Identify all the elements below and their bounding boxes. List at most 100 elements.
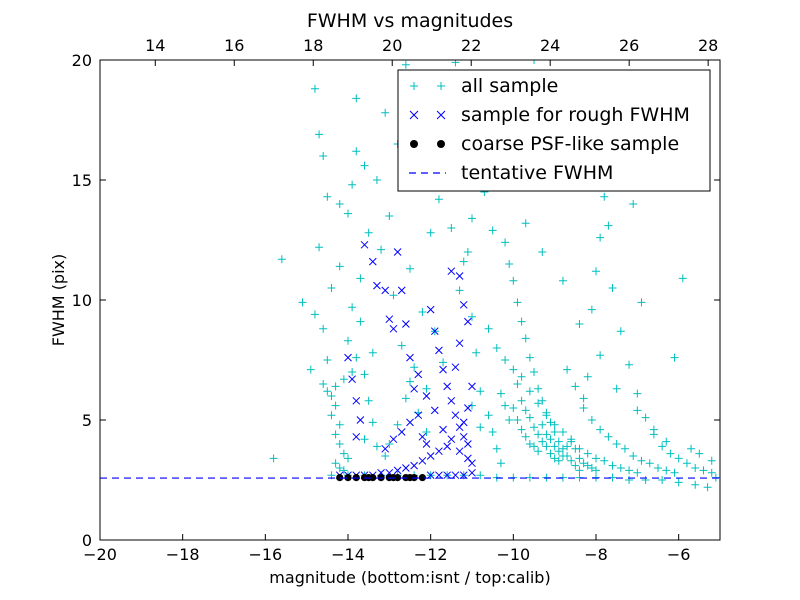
- rough-fwhm-point: [381, 444, 390, 453]
- x-tick-label: −6: [667, 545, 691, 564]
- rough-fwhm-point: [368, 257, 377, 266]
- top-x-tick-label: 20: [382, 36, 402, 55]
- legend-marker-dot: [437, 140, 445, 148]
- all-sample-point: [558, 444, 567, 453]
- all-sample-point: [439, 358, 448, 367]
- all-sample-point: [406, 264, 414, 273]
- x-tick-label: −12: [414, 545, 448, 564]
- all-sample-point: [691, 480, 700, 489]
- rough-fwhm-point: [422, 440, 431, 448]
- all-sample-point: [310, 310, 319, 319]
- all-sample-point: [625, 476, 634, 484]
- rough-fwhm-point: [455, 339, 464, 348]
- y-tick-label: 5: [82, 411, 92, 430]
- y-axis-label: FWHM (pix): [49, 254, 68, 347]
- rough-fwhm-point: [455, 272, 464, 280]
- all-sample-point: [488, 226, 497, 235]
- all-sample-point: [641, 413, 650, 422]
- all-sample-point: [633, 389, 642, 398]
- top-x-tick-label: 18: [303, 36, 323, 55]
- all-sample-point: [554, 437, 563, 446]
- all-sample-point: [534, 447, 543, 456]
- all-sample-point: [682, 459, 691, 468]
- all-sample-point: [517, 425, 526, 434]
- all-sample-point: [699, 466, 708, 475]
- all-sample-point: [596, 351, 605, 360]
- all-sample-point: [385, 212, 394, 220]
- rough-fwhm-point: [397, 428, 406, 436]
- all-sample-point: [385, 440, 394, 448]
- rough-fwhm-point: [426, 452, 435, 460]
- all-sample-point: [434, 195, 443, 204]
- all-sample-point: [418, 308, 427, 316]
- all-sample-point: [579, 394, 588, 403]
- legend-marker-plus: [410, 82, 418, 90]
- all-sample-point: [393, 420, 402, 429]
- psf-like-point: [344, 474, 352, 482]
- rough-fwhm-point: [464, 317, 472, 326]
- all-sample-point: [501, 356, 510, 364]
- all-sample-point: [323, 356, 332, 364]
- all-sample-point: [348, 368, 357, 376]
- all-sample-point: [583, 449, 592, 458]
- all-sample-point: [525, 353, 534, 362]
- all-sample-point: [546, 449, 555, 458]
- all-sample-point: [513, 380, 522, 388]
- rough-fwhm-point: [468, 468, 476, 477]
- all-sample-point: [608, 284, 617, 292]
- all-sample-point: [496, 459, 505, 468]
- all-sample-point: [558, 428, 567, 436]
- all-sample-point: [670, 468, 679, 477]
- all-sample-point: [571, 382, 580, 391]
- top-x-tick-label: 28: [698, 36, 718, 55]
- all-sample-point: [525, 413, 534, 422]
- all-sample-point: [501, 238, 510, 247]
- top-x-tick-label: 24: [540, 36, 560, 55]
- all-sample-point: [488, 428, 497, 436]
- all-sample-point: [625, 466, 634, 475]
- all-sample-point: [298, 298, 307, 307]
- all-sample-point: [352, 147, 361, 156]
- rough-fwhm-point: [418, 456, 427, 465]
- rough-fwhm-point: [360, 240, 369, 249]
- all-sample-point: [645, 459, 654, 468]
- all-sample-point: [381, 108, 390, 117]
- all-sample-point: [319, 380, 328, 388]
- all-sample-point: [331, 382, 340, 391]
- all-sample-point: [550, 420, 559, 429]
- rough-fwhm-point: [451, 363, 460, 372]
- all-sample-point: [455, 286, 464, 295]
- all-sample-point: [563, 365, 572, 374]
- rough-fwhm-point: [356, 416, 365, 424]
- all-sample-point: [492, 344, 501, 352]
- all-sample-point: [364, 228, 373, 237]
- all-sample-point: [372, 176, 381, 184]
- all-sample-point: [368, 348, 377, 357]
- all-sample-point: [372, 442, 381, 451]
- all-sample-point: [352, 94, 361, 103]
- all-sample-point: [406, 377, 414, 386]
- rough-fwhm-point: [385, 315, 394, 324]
- rough-fwhm-point: [455, 447, 464, 456]
- legend: all sample sample for rough FWHM coarse …: [397, 69, 711, 192]
- rough-fwhm-point: [459, 432, 468, 441]
- all-sample-point: [666, 449, 675, 458]
- all-sample-point: [397, 341, 406, 350]
- all-sample-point: [534, 399, 543, 408]
- rough-fwhm-point: [410, 384, 418, 393]
- rough-fwhm-point: [418, 432, 427, 441]
- all-sample-point: [592, 454, 600, 463]
- top-x-tick-label: 14: [145, 36, 165, 55]
- x-tick-label: −10: [496, 545, 530, 564]
- all-sample-point: [637, 298, 646, 307]
- all-sample-point: [575, 454, 584, 463]
- all-sample-point: [674, 478, 683, 487]
- all-sample-point: [356, 274, 365, 283]
- all-sample-point: [612, 384, 621, 393]
- all-sample-point: [360, 370, 369, 379]
- all-sample-point: [401, 394, 410, 403]
- legend-entry-all-sample: all sample: [410, 75, 558, 97]
- all-sample-point: [579, 459, 588, 468]
- all-sample-point: [525, 387, 534, 396]
- legend-frame: [397, 69, 711, 192]
